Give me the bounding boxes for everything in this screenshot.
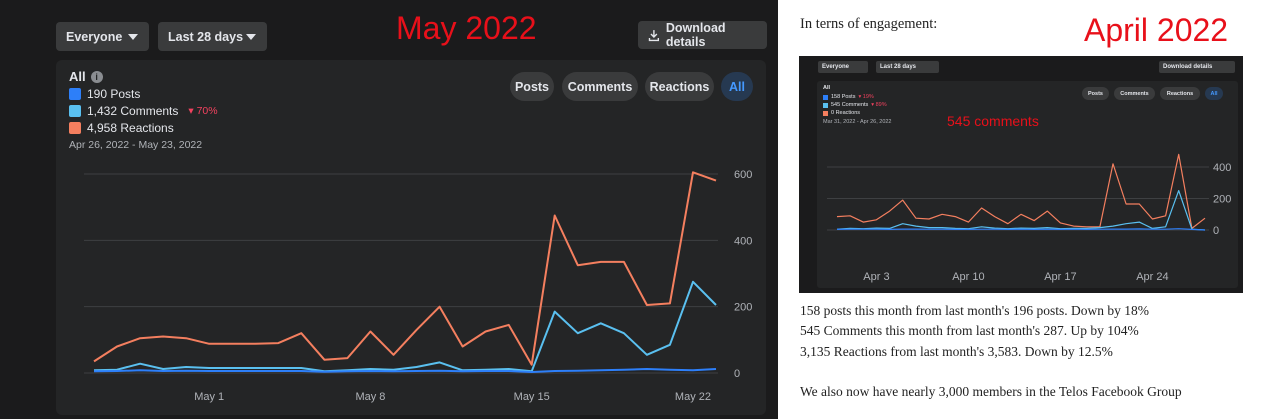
mini-download-button: Download details: [1159, 61, 1235, 73]
posts-series-line: [93, 368, 717, 373]
mini-comments-delta-value: 89%: [875, 102, 887, 108]
x-tick-label: May 8: [355, 391, 385, 403]
card-title: All i: [69, 69, 103, 84]
mini-reactions-series-line: [836, 153, 1206, 229]
report-line-comments: 545 Comments this month from last month'…: [800, 323, 1139, 338]
y-tick-label: 600: [734, 169, 752, 181]
legend-comments-label: 1,432 Comments: [87, 104, 179, 118]
comments-swatch: [69, 105, 81, 117]
caret-down-icon: [246, 34, 256, 40]
download-details-button[interactable]: Download details: [638, 21, 767, 49]
mini-comments-series-line: [836, 189, 1206, 231]
y-tick-label: 200: [734, 302, 752, 314]
april-overlay-title: April 2022: [1084, 12, 1229, 48]
april-report-panel: In terns of engagement: April 2022 Every…: [786, 0, 1280, 419]
mini-legend-reactions: 0 Reactions: [823, 110, 860, 116]
mini-legend-posts: 158 Posts ▾ 19%: [823, 94, 874, 100]
comments-series-line: [93, 280, 717, 373]
mini-tab-all: All: [1205, 87, 1223, 100]
mini-period-dropdown: Last 28 days: [876, 61, 939, 73]
date-range: Apr 26, 2022 - May 23, 2022: [69, 139, 203, 151]
download-details-label: Download details: [665, 21, 726, 49]
legend-comments: 1,432 Comments ▾ 70%: [69, 104, 218, 118]
mini-audience-dropdown: Everyone: [818, 61, 868, 73]
mini-x-tick-label: Apr 3: [863, 271, 889, 283]
mini-x-tick-label: Apr 17: [1044, 271, 1076, 283]
legend-posts-label: 190 Posts: [87, 87, 141, 101]
may-overlay-title: May 2022: [396, 10, 537, 46]
mini-posts-swatch: [823, 94, 828, 100]
mini-comments-swatch: [823, 102, 828, 108]
mini-posts-delta-value: 19%: [862, 94, 874, 100]
mini-date-range: Mar 31, 2022 - Apr 26, 2022: [823, 119, 892, 125]
mini-legend-reactions-label: 0 Reactions: [831, 110, 861, 116]
mini-y-tick-label: 400: [1213, 162, 1231, 174]
legend-reactions-label: 4,958 Reactions: [87, 121, 174, 135]
card-title-text: All: [69, 69, 86, 84]
x-tick-label: May 22: [675, 391, 711, 403]
april-insights-screenshot: Everyone Last 28 days Download details A…: [799, 56, 1243, 293]
comments-delta: ▾ 70%: [188, 105, 218, 117]
mini-posts-delta: ▾ 19%: [858, 94, 874, 100]
mini-x-tick-label: Apr 10: [952, 271, 984, 283]
x-tick-label: May 1: [194, 391, 224, 403]
mini-posts-series-line: [836, 228, 1206, 231]
mini-comments-delta: ▾ 89%: [871, 102, 887, 108]
tab-comments[interactable]: Comments: [562, 72, 638, 101]
download-icon: [648, 29, 660, 41]
legend-posts: 190 Posts: [69, 87, 140, 101]
mini-y-tick-label: 0: [1213, 225, 1219, 237]
tab-all[interactable]: All: [721, 72, 753, 101]
engagement-card: All i 190 Posts 1,432 Comments ▾ 70% 4,9…: [56, 60, 766, 415]
reactions-swatch: [69, 122, 81, 134]
mini-legend-posts-label: 158 Posts: [831, 94, 856, 100]
intro-text: In terns of engagement:: [800, 16, 938, 32]
engagement-line-chart: 0 200 400 600 May 1 May 8 May 15 May 22: [84, 169, 752, 403]
posts-swatch: [69, 88, 81, 100]
x-tick-label: May 15: [514, 391, 550, 403]
y-tick-label: 0: [734, 368, 740, 380]
mini-tab-comments: Comments: [1114, 87, 1155, 100]
legend-reactions: 4,958 Reactions: [69, 121, 174, 135]
mini-tab-posts: Posts: [1082, 87, 1109, 100]
mini-comments-annotation: 545 comments: [947, 113, 1039, 129]
mini-y-tick-label: 200: [1213, 194, 1231, 206]
period-dropdown[interactable]: Last 28 days: [158, 22, 267, 51]
audience-dropdown[interactable]: Everyone: [56, 22, 149, 51]
caret-down-icon: [128, 34, 138, 40]
mini-legend-comments-label: 545 Comments: [831, 102, 869, 108]
mini-reactions-swatch: [823, 110, 828, 116]
info-icon[interactable]: i: [90, 70, 103, 83]
report-line-reactions: 3,135 Reactions from last month's 3,583.…: [800, 344, 1113, 359]
mini-legend-comments: 545 Comments ▾ 89%: [823, 102, 887, 108]
mini-engagement-card: All 158 Posts ▾ 19% 545 Comments ▾ 89% 0…: [817, 81, 1238, 288]
comments-delta-value: 70%: [196, 105, 218, 117]
may-insights-panel: Everyone Last 28 days May 2022 Download …: [0, 0, 778, 419]
tab-posts[interactable]: Posts: [510, 72, 554, 101]
mini-x-tick-label: Apr 24: [1136, 271, 1168, 283]
report-line-members: We also now have nearly 3,000 members in…: [800, 384, 1182, 399]
y-tick-label: 400: [734, 235, 752, 247]
audience-dropdown-label: Everyone: [66, 29, 123, 44]
period-dropdown-label: Last 28 days: [168, 29, 244, 44]
report-line-posts: 158 posts this month from last month's 1…: [800, 303, 1149, 318]
mini-engagement-line-chart: 0 200 400 Apr 3 Apr 10 Apr 17 Apr 24: [827, 153, 1231, 283]
mini-tab-reactions: Reactions: [1160, 87, 1200, 100]
mini-card-title: All: [823, 85, 831, 91]
tab-reactions[interactable]: Reactions: [645, 72, 714, 101]
reactions-series-line: [93, 171, 717, 366]
